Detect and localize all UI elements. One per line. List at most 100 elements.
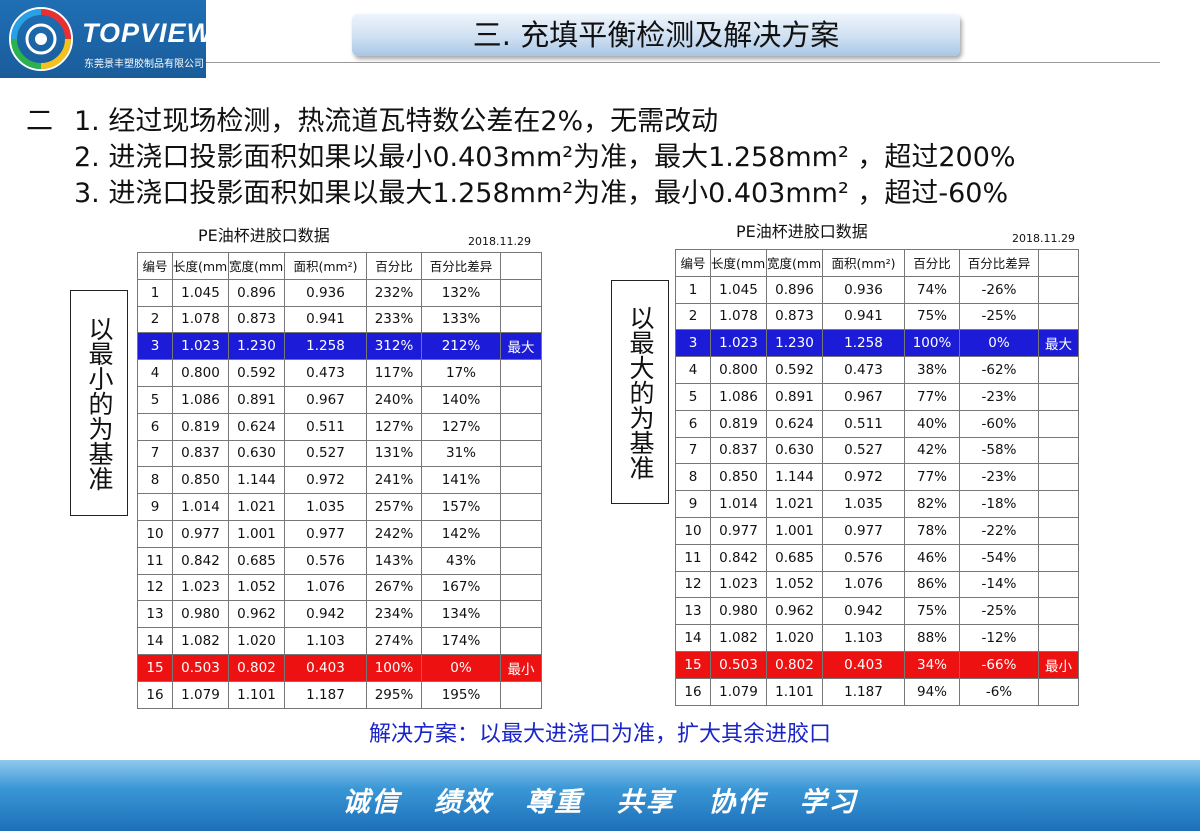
table-cell: 0.842	[710, 543, 767, 572]
table-cell: 38%	[904, 356, 960, 384]
company-logo: TOPVIEW 东莞景丰塑胶制品有限公司	[0, 0, 212, 78]
table-cell: 1.020	[766, 624, 823, 652]
table-cell	[500, 680, 542, 709]
table-cell: 1.014	[172, 493, 229, 521]
baseline-label-max: 以最大的为基准	[611, 280, 669, 504]
table-cell: 1.021	[766, 490, 823, 518]
table-row: 11 0.842 0.685 0.576 46% -54%	[675, 543, 1079, 572]
table-cell: 242%	[366, 519, 422, 548]
table-date-max: 2018.11.29	[1012, 232, 1075, 245]
table-cell: 1.082	[172, 627, 229, 655]
table-cell: 0.980	[710, 597, 767, 626]
table-cell	[500, 412, 542, 441]
table-cell	[1038, 409, 1079, 438]
column-header: 宽度(mm)	[766, 249, 823, 277]
table-cell: 78%	[904, 516, 960, 545]
table-cell: 0.977	[710, 516, 767, 545]
table-cell: 1.144	[228, 466, 285, 495]
table-cell: 212%	[421, 332, 501, 361]
table-row: 5 1.086 0.891 0.967 77% -23%	[675, 382, 1079, 411]
table-cell: 74%	[904, 275, 960, 304]
table-cell: 0.980	[172, 600, 229, 629]
table-cell: 1.144	[766, 463, 823, 492]
table-cell: -58%	[959, 436, 1039, 465]
table-cell: 9	[675, 490, 711, 518]
table-cell: 232%	[366, 278, 422, 307]
table-cell: 234%	[366, 600, 422, 629]
table-row: 2 1.078 0.873 0.941 233% 133%	[137, 305, 542, 334]
table-cell: 最大	[1038, 329, 1079, 358]
table-cell: 195%	[421, 680, 501, 709]
table-cell: 0.685	[766, 543, 823, 572]
table-row: 16 1.079 1.101 1.187 295% 195%	[137, 680, 542, 709]
column-header	[1038, 249, 1079, 277]
table-cell: 0.850	[172, 466, 229, 495]
table-cell: 0.977	[284, 519, 367, 548]
table-cell: 5	[675, 382, 711, 411]
table-cell: 7	[675, 436, 711, 465]
table-cell: 88%	[904, 624, 960, 652]
table-cell: -23%	[959, 382, 1039, 411]
table-cell: -6%	[959, 677, 1039, 706]
table-row: 9 1.014 1.021 1.035 82% -18%	[675, 490, 1079, 518]
table-cell: 5	[137, 385, 173, 414]
table-cell: 233%	[366, 305, 422, 334]
table-cell: 1.076	[822, 570, 905, 599]
solution-text: 解决方案：以最大进浇口为准，扩大其余进胶口	[368, 722, 831, 747]
table-cell: 0.873	[228, 305, 285, 334]
table-cell: 31%	[421, 439, 501, 468]
table-cell: 117%	[366, 359, 422, 387]
table-cell: 1.052	[766, 570, 823, 599]
table-cell: 1.258	[284, 332, 367, 361]
table-cell: 17%	[421, 359, 501, 387]
table-cell: 1.079	[172, 680, 229, 709]
table-cell: 2	[675, 302, 711, 331]
table-cell	[1038, 490, 1079, 518]
table-cell	[1038, 463, 1079, 492]
table-cell: 77%	[904, 463, 960, 492]
table-header-row: 编号 长度(mm) 宽度(mm) 面积(mm²) 百分比 百分比差异	[675, 249, 1079, 277]
table-cell: 0.473	[822, 356, 905, 384]
finding-line: 1. 经过现场检测，热流道瓦特数公差在2%，无需改动	[74, 106, 719, 137]
table-cell: 1.001	[766, 516, 823, 545]
table-cell: 2	[137, 305, 173, 334]
table-cell: 0.896	[228, 278, 285, 307]
table-cell: 10	[137, 519, 173, 548]
table-cell: 34%	[904, 650, 960, 679]
table-cell	[500, 573, 542, 602]
table-cell: 267%	[366, 573, 422, 602]
table-cell: 77%	[904, 382, 960, 411]
table-cell: 9	[137, 493, 173, 521]
table-cell	[1038, 436, 1079, 465]
table-cell: 1.052	[228, 573, 285, 602]
footer-banner	[0, 760, 1200, 831]
table-cell	[1038, 624, 1079, 652]
table-cell: -25%	[959, 597, 1039, 626]
table-cell: 1.230	[228, 332, 285, 361]
table-cell: 100%	[904, 329, 960, 358]
table-cell: 15	[675, 650, 711, 679]
table-cell	[500, 278, 542, 307]
table-cell: 1.023	[710, 329, 767, 358]
table-cell: 12	[137, 573, 173, 602]
table-cell: 1	[137, 278, 173, 307]
table-cell: 1.258	[822, 329, 905, 358]
column-header: 编号	[137, 252, 173, 280]
section-marker: 二	[26, 106, 53, 137]
table-row: 12 1.023 1.052 1.076 86% -14%	[675, 570, 1079, 599]
table-cell	[500, 519, 542, 548]
table-title-min: PE油杯进胶口数据	[198, 226, 330, 245]
table-cell	[1038, 543, 1079, 572]
table-cell: 0.800	[172, 359, 229, 387]
table-cell: 100%	[366, 653, 422, 682]
table-cell: 1.101	[228, 680, 285, 709]
table-cell: 最小	[500, 653, 542, 682]
table-row: 16 1.079 1.101 1.187 94% -6%	[675, 677, 1079, 706]
table-cell	[500, 466, 542, 495]
table-cell: -14%	[959, 570, 1039, 599]
column-header: 长度(mm)	[710, 249, 767, 277]
table-cell: 0.891	[766, 382, 823, 411]
table-cell: 274%	[366, 627, 422, 655]
finding-line: 2. 进浇口投影面积如果以最小0.403mm²为准，最大1.258mm² ，超过…	[74, 142, 1016, 173]
table-row: 13 0.980 0.962 0.942 234% 134%	[137, 600, 542, 629]
